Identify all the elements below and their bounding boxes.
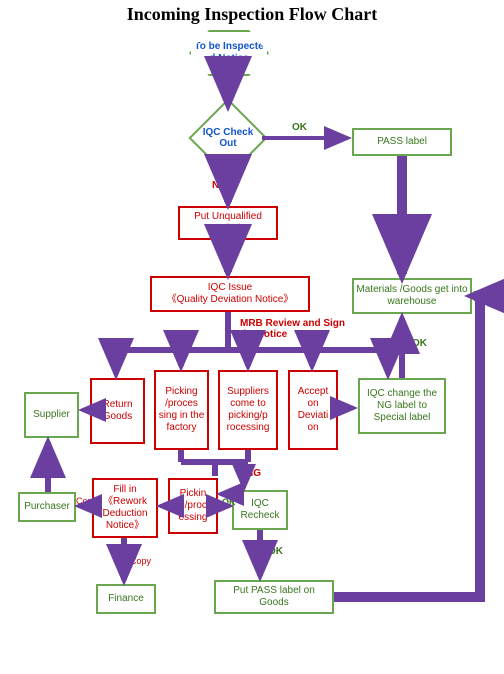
node-iqc-check: IQC Check Out [200, 110, 256, 166]
node-iqc-issue-text: IQC Issue 《Quality Deviation Notice》 [167, 282, 294, 306]
label-ok-4: OK [268, 546, 283, 557]
label-ok-1: OK [292, 122, 307, 133]
node-iqc-issue: IQC Issue 《Quality Deviation Notice》 [150, 276, 310, 312]
label-ok-3: OK [222, 497, 236, 507]
node-start-label: To be Inspecte d Notice [193, 41, 265, 65]
chart-title: Incoming Inspection Flow Chart [0, 4, 504, 25]
node-finance: Finance [96, 584, 156, 614]
node-supplier: Supplier [24, 392, 79, 438]
node-iqc-change: IQC change the NG label to Special label [358, 378, 446, 434]
node-pass-label: PASS label [352, 128, 452, 156]
node-fillin: Fill in 《Rework Deduction Notice》 [92, 478, 158, 538]
node-materials: Materials /Goods get into warehouse [352, 278, 472, 314]
node-suppliers-come: Suppliers come to picking/p rocessing [218, 370, 278, 450]
label-copy-1: Copy [76, 496, 97, 506]
node-iqc-check-label: IQC Check Out [200, 110, 256, 166]
node-unqualified: Put Unqualified Label [178, 206, 278, 240]
node-pass-label-text: PASS label [377, 136, 427, 148]
node-picking-factory: Picking /proces sing in the factory [154, 370, 209, 450]
node-materials-text: Materials /Goods get into warehouse [356, 284, 468, 308]
label-ng-2: NG [246, 468, 261, 479]
node-accept-dev: Accept on Deviati on [288, 370, 338, 450]
node-unqualified-text: Put Unqualified Label [182, 211, 274, 235]
label-ng-1: NG [212, 180, 227, 191]
node-picking2: Pickin g/proc essing [168, 478, 218, 534]
node-return-goods: Return Goods [90, 378, 145, 444]
label-mrb: MRB Review and Sign the notice [240, 318, 360, 340]
label-copy-2: Copy [130, 556, 151, 566]
label-ok-2: OK [412, 338, 427, 349]
node-put-pass: Put PASS label on Goods [214, 580, 334, 614]
node-start: To be Inspecte d Notice [189, 30, 269, 76]
node-purchaser: Purchaser [18, 492, 76, 522]
node-iqc-recheck: IQC Recheck [232, 490, 288, 530]
